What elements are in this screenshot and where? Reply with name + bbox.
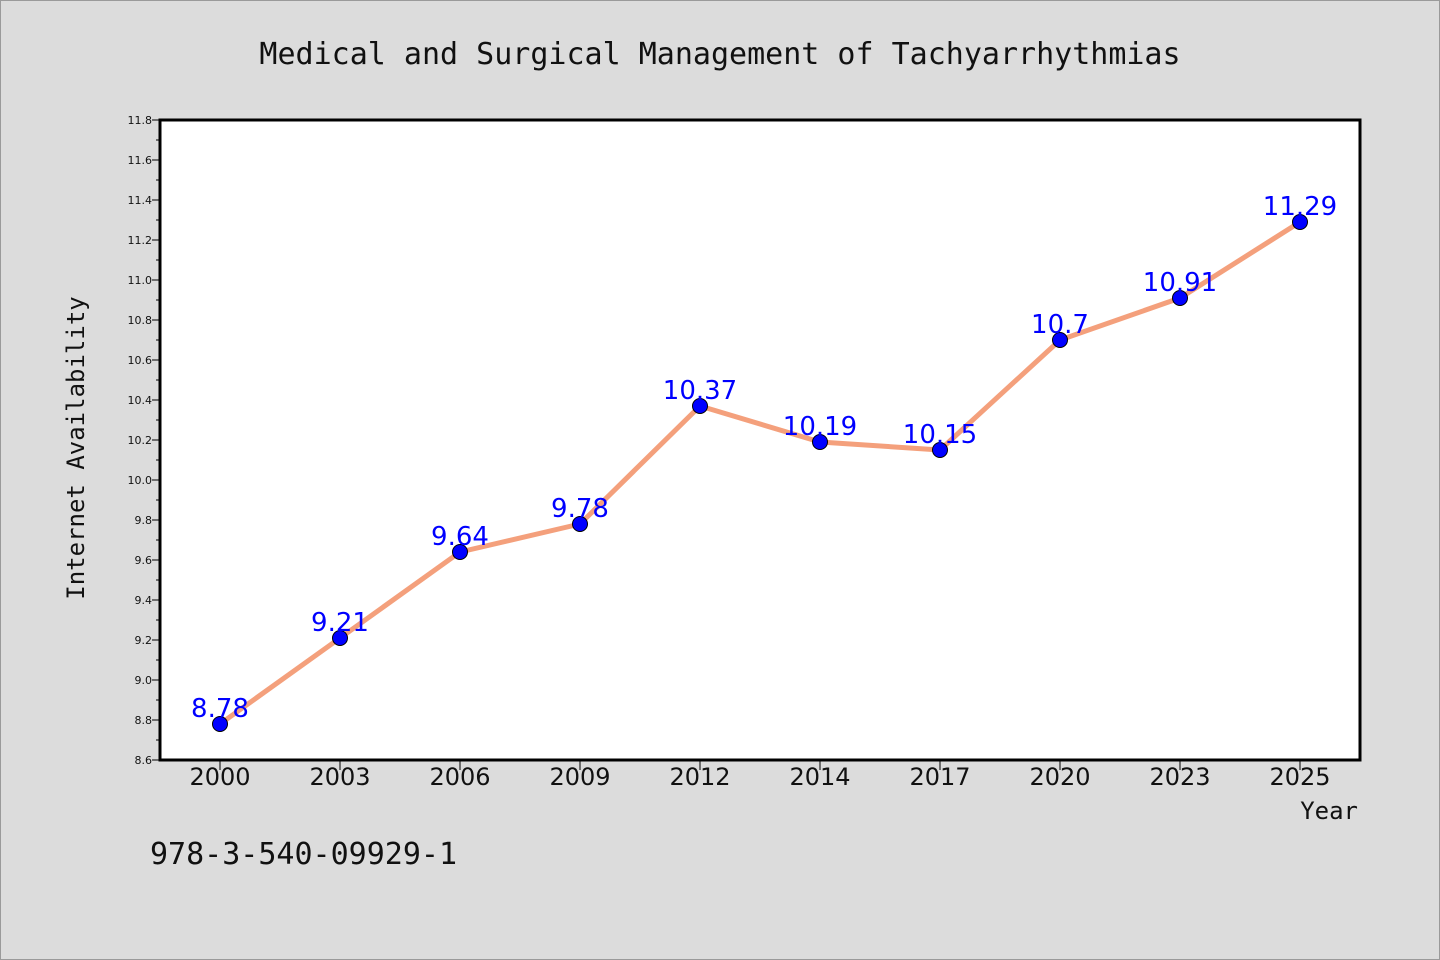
x-axis-label: Year [1300, 797, 1358, 825]
y-tick-label: 11.2 [128, 234, 153, 247]
data-label: 10.7 [1031, 310, 1089, 340]
plot-frame [158, 118, 1362, 762]
x-tick-label: 2003 [309, 763, 370, 791]
y-tick-label: 9.8 [135, 514, 153, 527]
data-point-marker [572, 516, 588, 532]
y-tick-label: 8.6 [135, 754, 153, 767]
y-axis: 8.6 8.8 9.0 9.2 9.4 9.6 9.8 10.0 10.2 10.4 10.6 10.… [128, 114, 160, 767]
y-tick-label: 10.2 [128, 434, 153, 447]
data-label: 10.19 [783, 412, 857, 442]
data-point-marker [1292, 214, 1308, 230]
chart-title: Medical and Surgical Management of Tachy… [259, 37, 1180, 72]
y-tick-label: 8.8 [135, 714, 153, 727]
y-tick-label: 11.0 [128, 274, 153, 287]
data-point-marker [1172, 290, 1188, 306]
data-label: 8.78 [191, 694, 249, 724]
y-tick-label: 10.6 [128, 354, 153, 367]
y-tick-label: 11.8 [128, 114, 153, 127]
x-axis: 2000 2003 2006 2009 2012 2014 2017 2020 2023 2025 [189, 760, 1331, 791]
x-tick-label: 2025 [1269, 763, 1330, 791]
data-label: 9.64 [431, 522, 489, 552]
data-label: 9.78 [551, 494, 609, 524]
y-tick-label: 10.4 [128, 394, 153, 407]
y-tick-label: 9.4 [135, 594, 153, 607]
plot-area [160, 120, 1360, 760]
x-tick-label: 2000 [189, 763, 250, 791]
data-label: 11.29 [1263, 192, 1337, 222]
y-tick-label: 9.2 [135, 634, 153, 647]
series-line [217, 219, 1303, 727]
data-point-marker [332, 630, 348, 646]
data-label: 10.91 [1143, 268, 1217, 298]
data-point-marker [812, 434, 828, 450]
x-tick-label: 2020 [1029, 763, 1090, 791]
y-tick-label: 9.0 [135, 674, 153, 687]
isbn-text: 978-3-540-09929-1 [150, 837, 457, 872]
series-layer: 8.78 9.21 9.64 9.78 10.37 10.19 10.15 10.7 10.91… [191, 192, 1337, 732]
y-tick-label: 11.6 [128, 154, 153, 167]
data-point-marker [932, 442, 948, 458]
y-axis-label: Internet Availability [62, 296, 90, 599]
x-tick-label: 2014 [789, 763, 850, 791]
x-tick-label: 2017 [909, 763, 970, 791]
data-point-marker [1052, 332, 1068, 348]
y-tick-label: 10.0 [128, 474, 153, 487]
data-point-marker [452, 544, 468, 560]
y-tick-label: 11.4 [128, 194, 153, 207]
x-tick-label: 2023 [1149, 763, 1210, 791]
x-tick-label: 2006 [429, 763, 490, 791]
x-tick-label: 2009 [549, 763, 610, 791]
x-tick-label: 2012 [669, 763, 730, 791]
data-label: 9.21 [311, 608, 369, 638]
y-tick-label: 9.6 [135, 554, 153, 567]
data-point-marker [212, 716, 228, 732]
y-tick-label: 10.8 [128, 314, 153, 327]
data-label: 10.37 [663, 376, 737, 406]
data-label: 10.15 [903, 420, 977, 450]
data-point-marker [692, 398, 708, 414]
